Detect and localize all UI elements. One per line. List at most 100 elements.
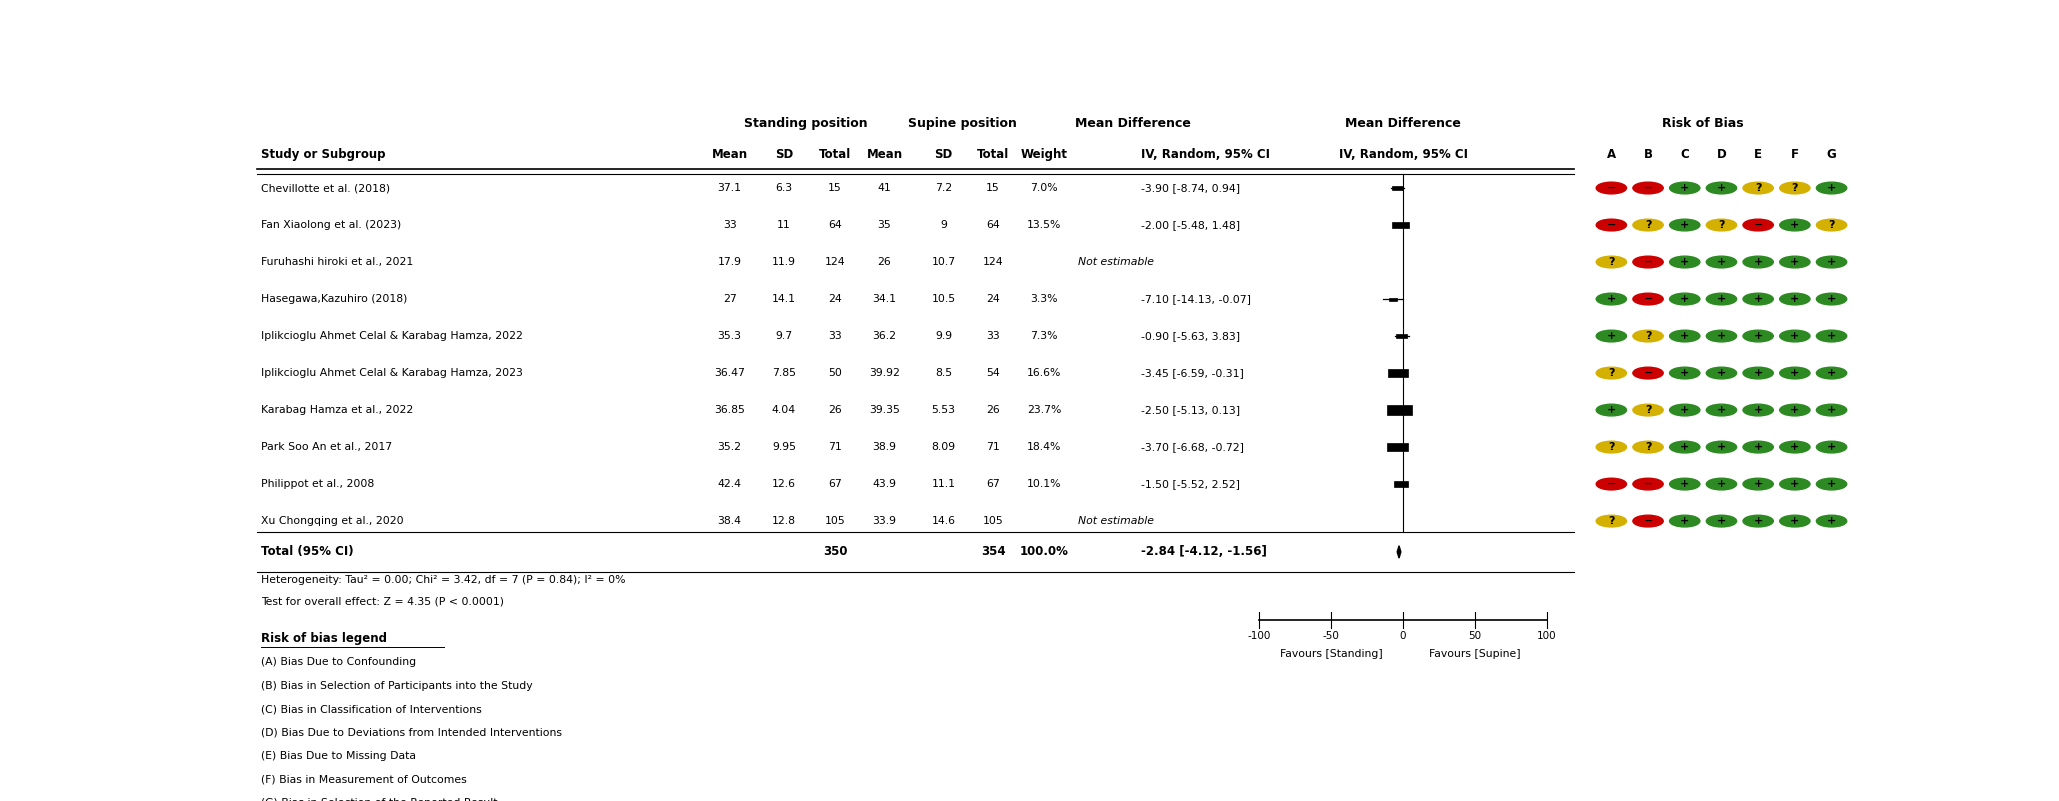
Circle shape (1633, 367, 1664, 379)
Text: +: + (1717, 331, 1725, 341)
Text: +: + (1789, 331, 1800, 341)
Circle shape (1744, 441, 1773, 453)
Circle shape (1779, 256, 1810, 268)
Text: +: + (1826, 479, 1837, 489)
Text: −: − (1643, 257, 1653, 267)
Bar (1386, 405, 1412, 415)
Text: 54: 54 (986, 368, 1001, 378)
Text: Not estimable: Not estimable (1077, 257, 1153, 267)
Text: 42.4: 42.4 (719, 479, 741, 489)
Circle shape (1816, 293, 1847, 305)
Text: 24: 24 (828, 294, 842, 304)
Circle shape (1816, 182, 1847, 194)
Text: 100.0%: 100.0% (1019, 545, 1069, 558)
Text: 8.09: 8.09 (931, 442, 955, 452)
Text: +: + (1717, 405, 1725, 415)
Text: +: + (1754, 442, 1763, 452)
Text: 71: 71 (986, 442, 1001, 452)
Text: 26: 26 (986, 405, 1001, 415)
Circle shape (1633, 256, 1664, 268)
Text: 3.3%: 3.3% (1030, 294, 1058, 304)
Circle shape (1744, 293, 1773, 305)
Bar (1388, 443, 1408, 451)
Text: +: + (1826, 331, 1837, 341)
Text: ?: ? (1828, 220, 1835, 230)
Circle shape (1744, 219, 1773, 231)
Circle shape (1779, 330, 1810, 342)
Text: +: + (1680, 516, 1688, 526)
Text: Furuhashi hiroki et al., 2021: Furuhashi hiroki et al., 2021 (261, 257, 412, 267)
Text: 41: 41 (877, 183, 892, 193)
Bar (1394, 481, 1408, 487)
Text: Standing position: Standing position (745, 117, 869, 130)
Text: 10.7: 10.7 (931, 257, 955, 267)
Circle shape (1707, 367, 1736, 379)
Text: +: + (1789, 516, 1800, 526)
Text: 50: 50 (1468, 631, 1482, 642)
Text: Mean: Mean (867, 148, 902, 161)
Text: −: − (1754, 220, 1763, 230)
Circle shape (1816, 256, 1847, 268)
Text: 33: 33 (828, 331, 842, 341)
Text: 17.9: 17.9 (719, 257, 741, 267)
Text: -100: -100 (1248, 631, 1270, 642)
Text: 124: 124 (826, 257, 846, 267)
Text: Park Soo An et al., 2017: Park Soo An et al., 2017 (261, 442, 391, 452)
Text: -0.90 [-5.63, 3.83]: -0.90 [-5.63, 3.83] (1141, 331, 1240, 341)
Text: B: B (1643, 148, 1653, 161)
Text: 4.04: 4.04 (772, 405, 797, 415)
Circle shape (1596, 219, 1627, 231)
Circle shape (1596, 515, 1627, 527)
Circle shape (1744, 182, 1773, 194)
Text: Mean Difference: Mean Difference (1345, 117, 1462, 130)
Text: 26: 26 (828, 405, 842, 415)
Text: 43.9: 43.9 (873, 479, 896, 489)
Text: IV, Random, 95% CI: IV, Random, 95% CI (1338, 148, 1468, 161)
Text: +: + (1754, 257, 1763, 267)
Text: C: C (1680, 148, 1688, 161)
Polygon shape (1398, 545, 1400, 558)
Text: +: + (1826, 368, 1837, 378)
Text: Karabag Hamza et al., 2022: Karabag Hamza et al., 2022 (261, 405, 412, 415)
Text: -2.50 [-5.13, 0.13]: -2.50 [-5.13, 0.13] (1141, 405, 1240, 415)
Text: G: G (1826, 148, 1837, 161)
Text: 15: 15 (828, 183, 842, 193)
Circle shape (1707, 219, 1736, 231)
Text: 7.0%: 7.0% (1030, 183, 1058, 193)
Text: −: − (1643, 516, 1653, 526)
Text: +: + (1789, 479, 1800, 489)
Circle shape (1779, 293, 1810, 305)
Circle shape (1596, 182, 1627, 194)
Text: 35: 35 (877, 220, 892, 230)
Text: +: + (1717, 479, 1725, 489)
Text: Favours [Supine]: Favours [Supine] (1429, 650, 1522, 659)
Text: F: F (1791, 148, 1800, 161)
Text: +: + (1826, 294, 1837, 304)
Text: +: + (1754, 405, 1763, 415)
Bar (1396, 334, 1408, 338)
Circle shape (1779, 219, 1810, 231)
Text: −: − (1643, 183, 1653, 193)
Text: +: + (1789, 294, 1800, 304)
Text: +: + (1754, 516, 1763, 526)
Text: Weight: Weight (1021, 148, 1067, 161)
Text: 33: 33 (723, 220, 737, 230)
Circle shape (1816, 441, 1847, 453)
Text: +: + (1680, 220, 1688, 230)
Text: 5.53: 5.53 (931, 405, 955, 415)
Text: 27: 27 (723, 294, 737, 304)
Circle shape (1633, 330, 1664, 342)
Text: 67: 67 (986, 479, 1001, 489)
Text: +: + (1717, 294, 1725, 304)
Circle shape (1670, 182, 1701, 194)
Text: Total: Total (976, 148, 1009, 161)
Text: 9.95: 9.95 (772, 442, 797, 452)
Circle shape (1670, 293, 1701, 305)
Circle shape (1816, 405, 1847, 416)
Text: Iplikcioglu Ahmet Celal & Karabag Hamza, 2022: Iplikcioglu Ahmet Celal & Karabag Hamza,… (261, 331, 523, 341)
Circle shape (1670, 441, 1701, 453)
Text: +: + (1680, 183, 1688, 193)
Circle shape (1670, 367, 1701, 379)
Text: 36.47: 36.47 (714, 368, 745, 378)
Circle shape (1596, 441, 1627, 453)
